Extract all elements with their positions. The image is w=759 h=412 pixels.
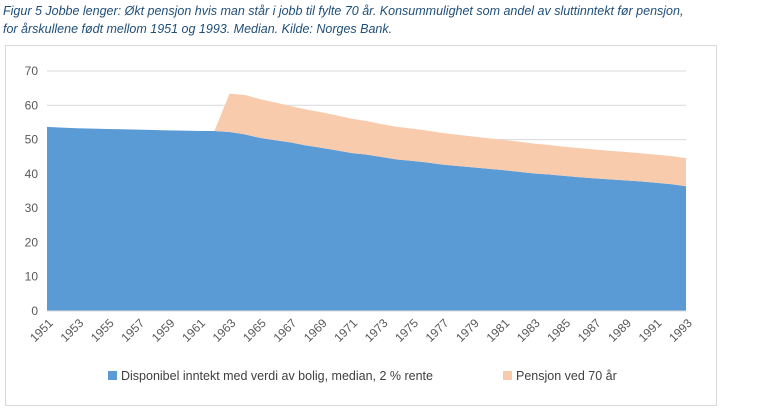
x-tick-label-1977: 1977 [423, 316, 452, 345]
series-area-pensjon-70 [214, 93, 686, 187]
y-tick-label-40: 40 [25, 167, 39, 181]
caption-line-2: for årskullene født mellom 1951 og 1993.… [3, 22, 393, 36]
x-tick-label-1957: 1957 [118, 316, 147, 345]
x-tick-label-1971: 1971 [331, 316, 360, 345]
x-tick-label-1963: 1963 [210, 316, 239, 345]
y-tick-label-70: 70 [25, 64, 39, 78]
x-tick-label-1965: 1965 [240, 316, 269, 345]
series-area-disponibel-inntekt [47, 126, 686, 311]
y-tick-label-0: 0 [31, 304, 38, 318]
caption-line-1: Figur 5 Jobbe lenger: Økt pensjon hvis m… [3, 4, 684, 18]
y-tick-label-20: 20 [25, 235, 39, 249]
x-tick-label-1953: 1953 [58, 316, 87, 345]
legend-swatch-pensjon-70 [503, 371, 512, 380]
legend-label-disponibel-inntekt: Disponibel inntekt med verdi av bolig, m… [121, 369, 433, 383]
y-tick-label-30: 30 [25, 201, 39, 215]
x-tick-label-1959: 1959 [149, 316, 178, 345]
y-tick-label-10: 10 [25, 270, 39, 284]
x-tick-label-1951: 1951 [27, 316, 56, 345]
x-tick-label-1989: 1989 [605, 316, 634, 345]
x-tick-label-1981: 1981 [484, 316, 513, 345]
x-tick-label-1967: 1967 [271, 316, 300, 345]
figure-caption: Figur 5 Jobbe lenger: Økt pensjon hvis m… [3, 2, 758, 38]
x-tick-label-1993: 1993 [666, 316, 695, 345]
x-tick-label-1973: 1973 [362, 316, 391, 345]
chart-frame: 0 10 20 30 40 50 60 70 1951 1953 1955 1957 1959 1961 1… [5, 45, 717, 406]
x-tick-label-1961: 1961 [179, 316, 208, 345]
legend-swatch-disponibel-inntekt [108, 371, 117, 380]
x-tick-label-1979: 1979 [453, 316, 482, 345]
y-tick-label-60: 60 [25, 98, 39, 112]
x-tick-label-1955: 1955 [88, 316, 117, 345]
x-tick-label-1975: 1975 [392, 316, 421, 345]
x-tick-label-1987: 1987 [575, 316, 604, 345]
x-tick-label-1985: 1985 [544, 316, 573, 345]
x-tick-label-1991: 1991 [636, 316, 665, 345]
y-tick-label-50: 50 [25, 133, 39, 147]
legend-label-pensjon-70: Pensjon ved 70 år [516, 369, 617, 383]
x-tick-label-1983: 1983 [514, 316, 543, 345]
x-tick-label-1969: 1969 [301, 316, 330, 345]
